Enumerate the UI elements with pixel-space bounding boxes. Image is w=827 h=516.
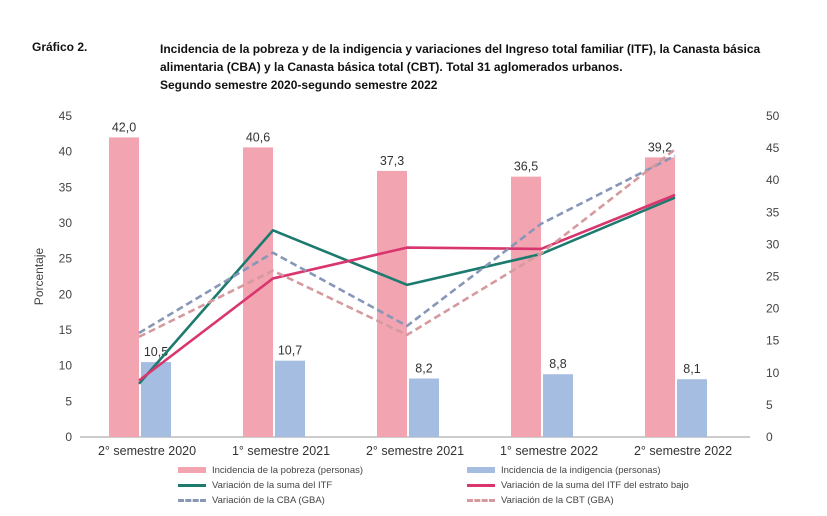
x-tick-label-0: 2° semestre 2020 <box>98 444 196 458</box>
data-label-pobreza-2: 37,3 <box>380 154 404 168</box>
y-tick-label-6: 30 <box>59 216 73 230</box>
bar-indigencia-1 <box>275 360 305 437</box>
legend-label-indigencia: Incidencia de la indigencia (personas) <box>501 464 661 476</box>
y2-tick-label-0: 0 <box>766 430 773 444</box>
legend-label-itf-bajo: Variación de la suma del ITF del estrato… <box>501 479 689 491</box>
y-tick-label-1: 5 <box>65 394 72 408</box>
chart-title: Incidencia de la pobreza y de la indigen… <box>160 40 810 94</box>
data-label-indigencia-0: 10,5 <box>144 345 168 359</box>
x-tick-label-4: 2° semestre 2022 <box>634 444 732 458</box>
series-line-cba <box>138 154 676 335</box>
y2-tick-label-3: 15 <box>766 334 780 348</box>
data-label-pobreza-1: 40,6 <box>246 130 270 144</box>
y-tick-label-3: 15 <box>59 323 73 337</box>
data-label-indigencia-2: 8,2 <box>415 362 432 376</box>
y2-tick-label-6: 30 <box>766 237 780 251</box>
legend-item-indigencia: Incidencia de la indigencia (personas) <box>467 462 661 478</box>
data-label-indigencia-1: 10,7 <box>278 344 302 358</box>
bar-indigencia-4 <box>677 379 707 437</box>
chart-title-line-2: alimentaria (CBA) y la Canasta básica to… <box>160 60 623 74</box>
y2-tick-label-1: 5 <box>766 398 773 412</box>
y-tick-label-0: 0 <box>65 430 72 444</box>
y2-tick-label-4: 20 <box>766 302 780 316</box>
y-axis-label: Porcentaje <box>32 247 46 305</box>
legend-label-cba: Variación de la CBA (GBA) <box>212 494 325 506</box>
chart-title-line-1: Incidencia de la pobreza y de la indigen… <box>160 42 761 56</box>
chart-legend: Incidencia de la pobreza (personas) Inci… <box>178 462 778 510</box>
x-tick-label-3: 1° semestre 2022 <box>500 444 598 458</box>
series-line-itf-bajo <box>138 193 676 382</box>
data-label-pobreza-4: 39,2 <box>648 140 672 154</box>
y2-tick-label-9: 45 <box>766 141 780 155</box>
legend-item-cbt: Variación de la CBT (GBA) <box>467 492 614 508</box>
bar-pobreza-2 <box>377 170 407 437</box>
legend-item-itf-bajo: Variación de la suma del ITF del estrato… <box>467 477 689 493</box>
legend-swatch-pobreza <box>178 467 206 473</box>
legend-swatch-indigencia <box>467 467 495 473</box>
data-label-indigencia-3: 8,8 <box>549 357 566 371</box>
legend-label-pobreza: Incidencia de la pobreza (personas) <box>212 464 364 476</box>
y2-tick-label-2: 10 <box>766 366 780 380</box>
chart-title-line-3: Segundo semestre 2020-segundo semestre 2… <box>160 78 438 92</box>
y-tick-label-9: 45 <box>59 109 73 123</box>
y2-tick-label-10: 50 <box>766 109 780 123</box>
data-label-indigencia-4: 8,1 <box>683 362 700 376</box>
bar-pobreza-3 <box>511 176 541 437</box>
legend-item-cba: Variación de la CBA (GBA) <box>178 492 325 508</box>
y-tick-label-4: 20 <box>59 287 73 301</box>
series-line-cbt <box>138 148 676 339</box>
data-label-pobreza-0: 42,0 <box>112 120 136 134</box>
y-tick-label-7: 35 <box>59 180 73 194</box>
bar-indigencia-3 <box>543 374 573 437</box>
y2-tick-label-8: 40 <box>766 173 780 187</box>
legend-line-itf <box>178 483 206 487</box>
data-label-pobreza-3: 36,5 <box>514 160 538 174</box>
y-tick-label-5: 25 <box>59 252 73 266</box>
x-tick-label-1: 1° semestre 2021 <box>232 444 330 458</box>
bar-pobreza-1 <box>243 147 273 438</box>
y2-tick-label-7: 35 <box>766 205 780 219</box>
legend-label-cbt: Variación de la CBT (GBA) <box>501 494 614 506</box>
bar-pobreza-0 <box>109 137 139 437</box>
legend-item-pobreza: Incidencia de la pobreza (personas) <box>178 462 363 478</box>
chart-plot: 0 5 10 15 20 25 30 35 40 45 0 5 10 15 20 25 30 35 40 45 50 Po… <box>32 109 780 458</box>
legend-line-cbt <box>467 498 495 502</box>
legend-label-itf: Variación de la suma del ITF <box>212 479 333 491</box>
legend-item-itf: Variación de la suma del ITF <box>178 477 332 493</box>
legend-line-cba <box>178 498 206 502</box>
chart-number-label: Gráfico 2. <box>32 40 88 54</box>
y-tick-label-8: 40 <box>59 145 73 159</box>
y2-tick-label-5: 25 <box>766 270 780 284</box>
bar-indigencia-2 <box>409 378 439 437</box>
bar-indigencia-0 <box>141 362 171 437</box>
series-line-itf <box>138 196 676 385</box>
legend-line-itf-bajo <box>467 483 495 487</box>
x-tick-label-2: 2° semestre 2021 <box>366 444 464 458</box>
y-tick-label-2: 10 <box>59 359 73 373</box>
